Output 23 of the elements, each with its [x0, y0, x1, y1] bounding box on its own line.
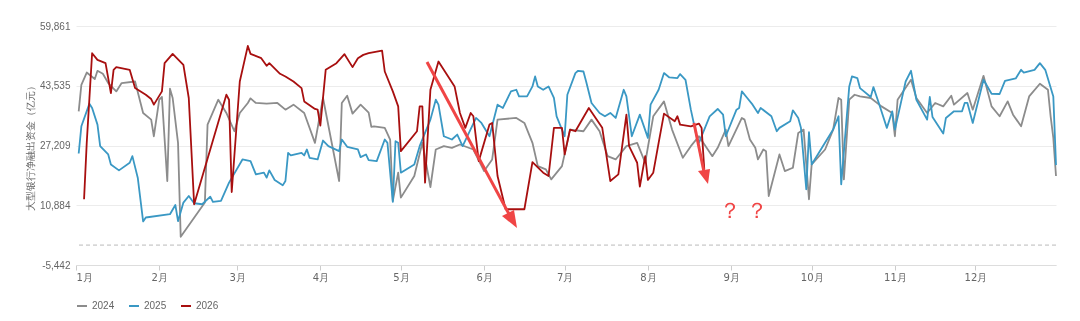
- y-axis-title: 大型银行净融出资金（亿元）: [24, 81, 36, 211]
- x-tick-label: 3月: [229, 271, 246, 283]
- legend-label: 2024: [92, 300, 115, 311]
- x-tick-label: 9月: [723, 271, 740, 283]
- annotation: ？: [746, 197, 768, 225]
- x-tick-label: 10月: [800, 271, 824, 283]
- x-tick-label: 7月: [556, 271, 574, 283]
- x-tick-label: 12月: [964, 271, 988, 283]
- x-tick-label: 5月: [393, 271, 410, 283]
- y-tick-label: 10,884: [39, 199, 71, 211]
- y-tick-label: -5,442: [42, 259, 71, 271]
- x-tick-label: 2月: [151, 271, 168, 283]
- legend-label: 2025: [144, 300, 167, 311]
- x-tick-label: 8月: [640, 271, 657, 283]
- x-tick-label: 1月: [76, 271, 93, 283]
- x-tick-label: 6月: [476, 271, 493, 283]
- annotation: ？: [719, 197, 741, 225]
- y-tick-label: 59,861: [39, 20, 71, 32]
- x-tick-label: 11月: [884, 271, 907, 283]
- legend-label: 2026: [196, 300, 219, 311]
- y-tick-label: 43,535: [39, 80, 71, 92]
- y-tick-label: 27,209: [39, 140, 71, 151]
- x-tick-label: 4月: [312, 271, 330, 283]
